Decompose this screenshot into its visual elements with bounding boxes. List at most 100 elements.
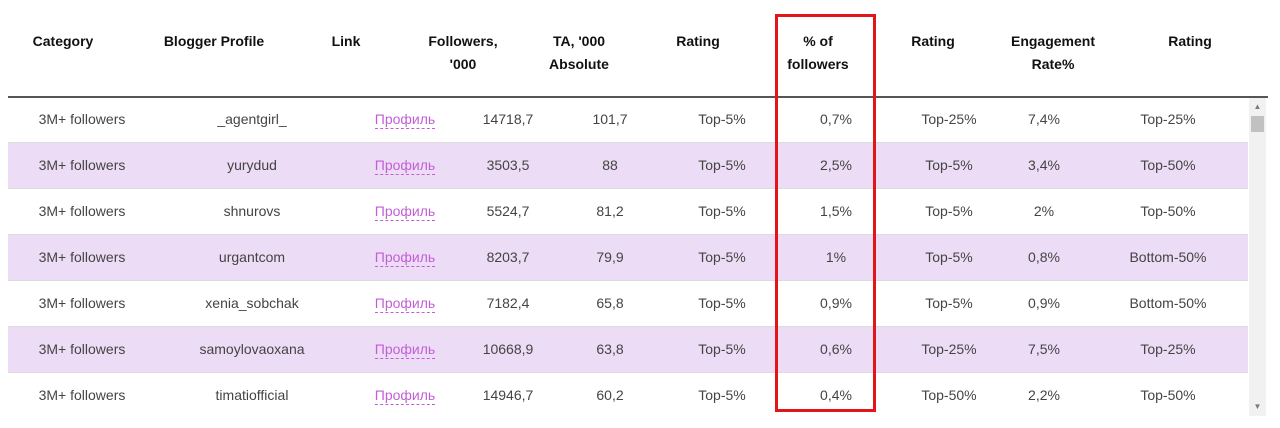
rating-2-cell: Top-5%	[925, 203, 973, 219]
category-cell: 3M+ followers	[38, 249, 126, 265]
header-ta-line1: TA, '000	[552, 33, 606, 49]
header-pct-line1: % of	[803, 33, 833, 49]
rating-3-cell: Top-25%	[1140, 111, 1196, 127]
blogger-cell: _agentgirl_	[217, 111, 287, 127]
engagement-cell: 7,5%	[1028, 341, 1060, 357]
rating-2-cell: Top-5%	[925, 249, 973, 265]
table-row: 3M+ followers urgantcom Профиль 8203,7 7…	[8, 235, 1248, 281]
category-cell: 3M+ followers	[38, 295, 126, 311]
blogger-cell: urgantcom	[218, 249, 286, 265]
category-cell: 3M+ followers	[38, 341, 126, 357]
header-rating-3[interactable]: Rating	[1160, 30, 1220, 53]
profile-link[interactable]: Профиль	[374, 249, 436, 267]
header-rating-3-label: Rating	[1168, 33, 1212, 49]
scroll-up-icon[interactable]: ▲	[1253, 102, 1262, 111]
rating-2-cell: Top-25%	[921, 341, 977, 357]
header-engagement-line2: Rate%	[1031, 56, 1075, 72]
link-cell: Профиль	[360, 281, 450, 326]
table-row: 3M+ followers timatiofficial Профиль 149…	[8, 373, 1248, 417]
pct-followers-cell: 0,9%	[820, 295, 852, 311]
rating-3-cell: Top-50%	[1140, 157, 1196, 173]
engagement-cell: 2%	[1033, 203, 1055, 219]
ta-cell: 81,2	[596, 203, 624, 219]
followers-cell: 14718,7	[482, 111, 534, 127]
ta-cell: 65,8	[596, 295, 624, 311]
table-body: 3M+ followers _agentgirl_ Профиль 14718,…	[8, 97, 1248, 417]
followers-cell: 3503,5	[486, 157, 530, 173]
rating-1-cell: Top-5%	[698, 203, 746, 219]
ta-cell: 63,8	[596, 341, 624, 357]
rating-3-cell: Bottom-50%	[1129, 249, 1207, 265]
table-row: 3M+ followers samoylovaoxana Профиль 106…	[8, 327, 1248, 373]
ta-cell: 101,7	[592, 111, 628, 127]
profile-link[interactable]: Профиль	[374, 387, 436, 405]
scroll-down-icon[interactable]: ▼	[1253, 402, 1262, 411]
engagement-cell: 0,8%	[1028, 249, 1060, 265]
category-cell: 3M+ followers	[38, 203, 126, 219]
rating-3-cell: Top-25%	[1140, 341, 1196, 357]
table-row: 3M+ followers _agentgirl_ Профиль 14718,…	[8, 97, 1248, 143]
rating-1-cell: Top-5%	[698, 387, 746, 403]
header-followers-line2: '000	[449, 56, 477, 72]
followers-cell: 14946,7	[482, 387, 534, 403]
header-rating-2[interactable]: Rating	[903, 30, 963, 53]
pct-followers-cell: 0,6%	[820, 341, 852, 357]
vertical-scrollbar[interactable]: ▲ ▼	[1249, 98, 1266, 416]
ta-cell: 60,2	[596, 387, 624, 403]
blogger-cell: shnurovs	[223, 203, 281, 219]
header-rating-1-label: Rating	[676, 33, 720, 49]
pct-followers-cell: 1%	[825, 249, 847, 265]
profile-link[interactable]: Профиль	[374, 111, 436, 129]
header-link-label: Link	[331, 33, 361, 49]
profile-link[interactable]: Профиль	[374, 157, 436, 175]
table-row: 3M+ followers yurydud Профиль 3503,5 88 …	[8, 143, 1248, 189]
profile-link[interactable]: Профиль	[374, 341, 436, 359]
blogger-cell: samoylovaoxana	[199, 341, 305, 357]
table-row: 3M+ followers shnurovs Профиль 5524,7 81…	[8, 189, 1248, 235]
engagement-cell: 2,2%	[1028, 387, 1060, 403]
bloggers-table: Category Blogger Profile Link Followers,…	[8, 0, 1268, 428]
table-row: 3M+ followers xenia_sobchak Профиль 7182…	[8, 281, 1248, 327]
header-pct-followers[interactable]: % of followers	[783, 30, 853, 76]
header-blogger-label: Blogger Profile	[163, 33, 265, 49]
profile-link[interactable]: Профиль	[374, 295, 436, 313]
header-followers[interactable]: Followers, '000	[418, 30, 508, 76]
scroll-thumb[interactable]	[1251, 116, 1264, 132]
category-cell: 3M+ followers	[38, 111, 126, 127]
header-engagement-rate[interactable]: Engagement Rate%	[1008, 30, 1098, 76]
pct-followers-cell: 2,5%	[820, 157, 852, 173]
profile-link[interactable]: Профиль	[374, 203, 436, 221]
header-blogger-profile[interactable]: Blogger Profile	[158, 30, 270, 53]
header-link[interactable]: Link	[326, 30, 366, 53]
pct-followers-cell: 0,4%	[820, 387, 852, 403]
category-cell: 3M+ followers	[38, 387, 126, 403]
header-pct-line2: followers	[787, 56, 849, 72]
rating-3-cell: Bottom-50%	[1129, 295, 1207, 311]
link-cell: Профиль	[360, 97, 450, 142]
followers-cell: 8203,7	[486, 249, 530, 265]
rating-2-cell: Top-5%	[925, 295, 973, 311]
header-ta-line2: Absolute	[549, 56, 609, 72]
link-cell: Профиль	[360, 143, 450, 188]
header-engagement-line1: Engagement	[1010, 33, 1095, 49]
rating-1-cell: Top-5%	[698, 249, 746, 265]
rating-2-cell: Top-5%	[925, 157, 973, 173]
pct-followers-cell: 0,7%	[820, 111, 852, 127]
rating-1-cell: Top-5%	[698, 295, 746, 311]
header-rating-1[interactable]: Rating	[668, 30, 728, 53]
rating-1-cell: Top-5%	[698, 111, 746, 127]
engagement-cell: 7,4%	[1028, 111, 1060, 127]
ta-cell: 79,9	[596, 249, 624, 265]
rating-3-cell: Top-50%	[1140, 203, 1196, 219]
link-cell: Профиль	[360, 235, 450, 280]
ta-cell: 88	[602, 157, 618, 173]
engagement-cell: 3,4%	[1028, 157, 1060, 173]
header-ta-absolute[interactable]: TA, '000 Absolute	[538, 30, 620, 76]
followers-cell: 7182,4	[486, 295, 530, 311]
header-category[interactable]: Category	[22, 30, 104, 53]
rating-3-cell: Top-50%	[1140, 387, 1196, 403]
blogger-cell: yurydud	[227, 157, 277, 173]
link-cell: Профиль	[360, 189, 450, 234]
header-followers-line1: Followers,	[428, 33, 498, 49]
link-cell: Профиль	[360, 373, 450, 417]
